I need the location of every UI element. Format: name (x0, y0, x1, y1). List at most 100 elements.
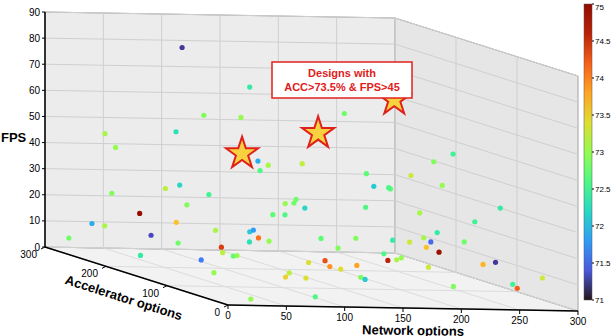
point (480, 262, 485, 267)
colorbar-tick (592, 41, 594, 42)
point (451, 151, 456, 156)
back-wall-right (395, 18, 578, 311)
point (426, 265, 431, 270)
point (300, 161, 305, 166)
x-tick (519, 310, 520, 314)
point (266, 239, 271, 244)
point (440, 183, 445, 188)
point (113, 145, 118, 150)
point (163, 186, 168, 191)
colorbar-tick-label: 74.5 (595, 37, 611, 46)
point (66, 235, 71, 240)
grid-line (167, 286, 517, 292)
z-axis-line (44, 12, 46, 247)
point (424, 245, 429, 250)
grid-line (45, 195, 578, 259)
point (238, 115, 243, 120)
x-tick-label: 50 (281, 311, 293, 322)
point (102, 223, 107, 228)
colorbar-tick (592, 115, 594, 116)
z-tick (42, 194, 45, 195)
point (213, 228, 218, 233)
grid-line (395, 18, 396, 253)
point (199, 257, 204, 262)
z-tick-label: 50 (29, 111, 41, 122)
y-tick (224, 305, 228, 307)
x-axis-title: Network options (362, 322, 464, 336)
z-tick (42, 168, 45, 169)
point (282, 212, 287, 217)
point (137, 211, 142, 216)
colorbar-tick (592, 78, 594, 79)
point (436, 250, 441, 255)
point (515, 286, 520, 291)
point (353, 236, 358, 241)
point (407, 239, 412, 244)
z-tick-label: 70 (29, 59, 41, 70)
colorbar-tick (592, 263, 594, 264)
grid-line (45, 12, 46, 247)
colorbar-tick-label: 71 (595, 296, 604, 305)
grid-line (517, 57, 518, 292)
point (287, 270, 292, 275)
z-tick (42, 220, 45, 221)
point (421, 235, 426, 240)
point (138, 253, 143, 258)
annotation-text: Designs with (308, 67, 376, 79)
grid-line (337, 252, 520, 310)
colorbar-ramp (584, 4, 592, 300)
point (201, 113, 206, 118)
z-tick-label: 80 (29, 33, 41, 44)
z-tick (42, 116, 45, 117)
y-tick-label: 0 (214, 307, 220, 318)
point (318, 236, 323, 241)
z-tick-label: 0 (34, 242, 40, 253)
x-tick (286, 306, 287, 310)
point (408, 173, 413, 178)
chart-svg: 0501001502002503000100200300010203040506… (0, 0, 612, 336)
point (303, 276, 308, 281)
grid-line (45, 169, 578, 233)
z-tick (42, 247, 45, 248)
grid-line (456, 37, 457, 272)
x-tick-label: 250 (511, 315, 528, 326)
point (338, 266, 343, 271)
grid-line (45, 221, 578, 285)
grid-line (45, 38, 578, 102)
colorbar-tick (592, 152, 594, 153)
point (431, 159, 436, 164)
point (322, 258, 327, 263)
z-tick (42, 64, 45, 65)
point (354, 263, 359, 268)
point (394, 257, 399, 262)
point (148, 233, 153, 238)
colorbar-tick-label: 72 (595, 222, 604, 231)
point (283, 274, 288, 279)
point (417, 210, 422, 215)
point (206, 192, 211, 197)
grid-line (162, 249, 345, 307)
x-tick-label: 100 (336, 312, 353, 323)
walls (45, 12, 578, 311)
grid-line (45, 143, 578, 207)
point (399, 255, 404, 260)
point (313, 294, 318, 299)
colorbar-tick (592, 300, 594, 301)
z-tick-label: 60 (29, 85, 41, 96)
x-tick-label: 0 (225, 310, 231, 321)
point (211, 270, 216, 275)
grid-line (45, 90, 578, 154)
x-tick (461, 309, 462, 313)
point (109, 191, 114, 196)
x-tick-label: 300 (570, 316, 587, 327)
point (283, 201, 288, 206)
point (342, 111, 347, 116)
annotation-box (272, 62, 412, 98)
back-wall-left (45, 12, 395, 253)
point (180, 45, 185, 50)
point (510, 282, 515, 287)
y-axis-title: Accelerator options (63, 272, 184, 323)
point (248, 297, 253, 302)
point (381, 251, 386, 256)
colorbar-tick-label: 72.5 (595, 185, 611, 194)
